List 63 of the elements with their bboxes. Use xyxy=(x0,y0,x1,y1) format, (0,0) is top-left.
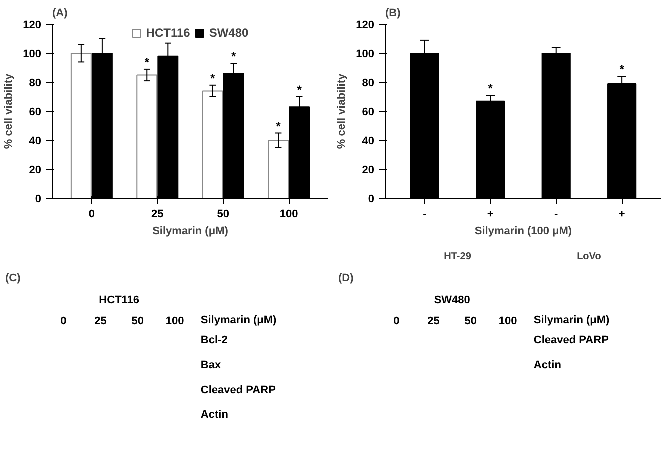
y-tick-label: 120 xyxy=(356,20,375,32)
y-tick-label: 40 xyxy=(362,136,375,148)
x-tick-label: - xyxy=(423,208,428,220)
y-axis-title: % cell viability xyxy=(336,73,348,150)
text: HCT116 xyxy=(99,294,140,306)
category-label: Bax xyxy=(200,359,222,372)
bar xyxy=(202,90,224,198)
y-tick-label: 80 xyxy=(29,78,42,90)
category-label: Actin xyxy=(534,359,562,372)
text: HT-29 xyxy=(444,252,472,262)
y-tick-label: 100 xyxy=(23,48,42,60)
x-tick-label: + xyxy=(487,208,494,220)
category-label: 25 xyxy=(94,316,107,328)
legend-label: HCT116 xyxy=(146,26,190,40)
y-tick-label: 60 xyxy=(362,106,375,118)
y-tick-label: 20 xyxy=(362,164,375,176)
legend-label: SW480 xyxy=(209,26,249,40)
y-tick-label: 60 xyxy=(29,106,42,118)
category-label: Bcl-2 xyxy=(200,334,228,347)
annotation: * xyxy=(620,62,625,77)
bar xyxy=(70,53,92,198)
chart-title: (A) xyxy=(52,8,68,20)
text: Silymarin (μM) xyxy=(534,314,610,326)
y-tick-label: 20 xyxy=(29,164,42,176)
category-label: Cleaved PARP xyxy=(534,334,609,347)
annotation: * xyxy=(210,71,216,86)
category-label: Actin xyxy=(200,409,228,422)
text: (D) xyxy=(338,272,354,284)
annotation: * xyxy=(232,50,237,64)
category-label: 100 xyxy=(498,316,518,328)
annotation: * xyxy=(297,83,302,97)
category-label: 100 xyxy=(166,316,184,328)
text: (C) xyxy=(6,272,22,284)
category-label: 50 xyxy=(464,316,478,328)
text: SW480 xyxy=(434,294,470,306)
annotation: * xyxy=(488,82,494,96)
chart-title: (B) xyxy=(386,8,402,20)
y-tick-label: 80 xyxy=(362,78,375,90)
category-label: 0 xyxy=(60,316,67,328)
y-tick-label: 0 xyxy=(35,194,42,206)
y-axis-title: % cell viability xyxy=(3,73,16,150)
y-tick-label: 120 xyxy=(23,20,42,32)
bar xyxy=(268,140,290,198)
annotation: * xyxy=(276,119,282,134)
x-tick-label: 0 xyxy=(88,208,95,220)
category-label: 0 xyxy=(394,316,400,328)
x-tick-label: 25 xyxy=(152,208,164,220)
category-label: Cleaved PARP xyxy=(200,384,276,396)
text: LoVo xyxy=(577,252,602,262)
bar xyxy=(136,74,158,198)
text: Silymarin (μM) xyxy=(200,314,278,326)
annotation: * xyxy=(144,55,150,70)
x-axis-title: Silymarin (100 μM) xyxy=(474,226,572,238)
x-tick-label: - xyxy=(554,208,559,220)
x-tick-label: 50 xyxy=(217,208,230,220)
category-label: 25 xyxy=(428,316,440,328)
x-tick-label: + xyxy=(618,208,626,220)
x-tick-label: 100 xyxy=(280,208,298,220)
category-label: 50 xyxy=(132,316,144,328)
y-tick-label: 100 xyxy=(356,48,375,60)
x-axis-title: Silymarin (μM) xyxy=(152,226,229,238)
y-tick-label: 40 xyxy=(29,136,42,148)
y-tick-label: 0 xyxy=(368,194,375,206)
